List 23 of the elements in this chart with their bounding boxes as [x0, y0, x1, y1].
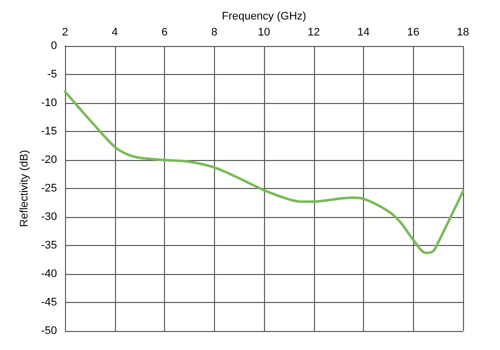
y-tick-label: -45 — [41, 296, 57, 308]
x-tick-label: 2 — [62, 26, 68, 38]
y-axis-title: Reflectivity (dB) — [18, 150, 31, 228]
x-tick-label: 18 — [456, 26, 470, 38]
y-tick-label: -25 — [41, 182, 57, 194]
line-series — [64, 90, 464, 254]
x-tick-label: 4 — [112, 26, 118, 38]
y-tick-label: -20 — [41, 154, 57, 166]
x-tick-label: 6 — [161, 26, 168, 38]
x-tick-label: 16 — [407, 26, 420, 38]
y-tick-label: -50 — [41, 325, 57, 337]
x-tick-label: 8 — [211, 26, 218, 38]
y-tick-label: -40 — [41, 268, 57, 280]
x-axis-title: Frequency (GHz) — [222, 10, 306, 22]
x-tick-label: 14 — [357, 26, 370, 38]
y-tick-label: -35 — [41, 240, 57, 252]
y-tick-label: -10 — [41, 97, 57, 109]
y-tick-label: 0 — [50, 40, 57, 52]
y-tick-label: -15 — [41, 126, 57, 138]
y-tick-label: -30 — [41, 211, 57, 223]
x-tick-label: 12 — [308, 26, 320, 38]
x-tick-label: 10 — [258, 26, 270, 38]
y-tick-label: -5 — [47, 68, 57, 80]
